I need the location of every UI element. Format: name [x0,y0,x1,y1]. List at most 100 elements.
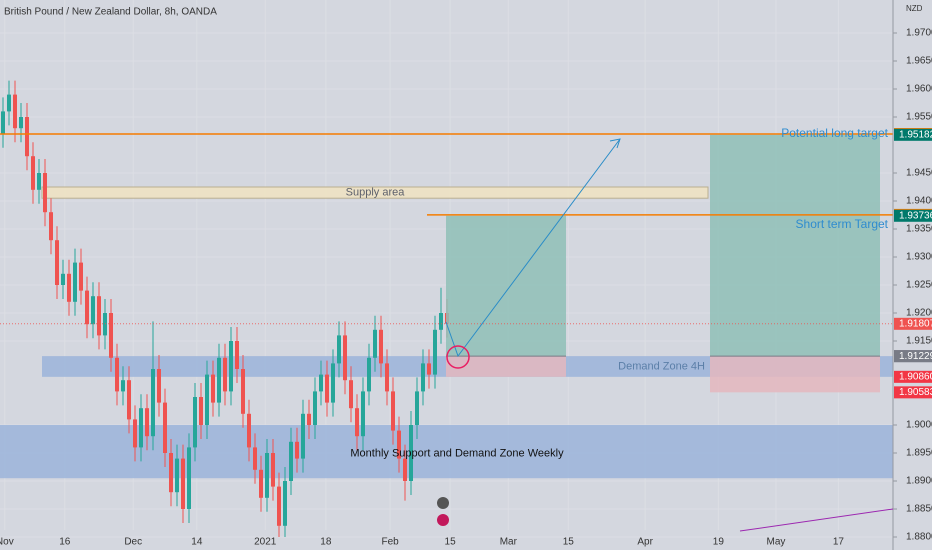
candle-body [433,329,437,375]
candle-body [241,369,245,414]
zone [41,186,709,199]
price-label-box [894,350,932,363]
annotation: Potential long target [781,126,888,140]
candle-body [415,391,419,425]
candle-body [343,335,347,381]
candle-body [73,262,77,302]
trend-line [739,508,894,532]
y-tick-label: 1.92500 [906,280,932,291]
candle-body [31,156,35,190]
candle-body [199,397,203,425]
candle-body [91,296,95,325]
event-icon[interactable] [437,514,449,526]
y-tick-label: 1.93500 [906,224,932,235]
y-tick-label: 1.89000 [906,476,932,487]
candle-body [67,273,71,302]
x-tick-label: Feb [381,537,399,548]
candle-body [331,363,335,403]
candle-body [205,374,209,425]
candle-body [391,391,395,431]
candle-body [397,430,401,459]
candle-body [319,374,323,392]
candle-body [403,458,407,481]
x-tick-label: 19 [713,537,725,548]
price-label: 1.90860 [899,371,932,382]
candles [1,80,449,537]
price-label: 1.93736 [899,210,932,221]
candle-body [19,117,23,129]
x-tick-label: 15 [445,537,457,548]
price-label: 1.95182 [899,129,932,140]
y-tick-label: 1.90000 [906,420,932,431]
candle-body [79,262,83,291]
candle-body [373,329,377,358]
candle-body [85,290,89,325]
annotation: Short term Target [796,217,889,231]
candle-body [277,486,281,526]
y-tick-label: 1.92000 [906,308,932,319]
candle-body [439,313,443,330]
candle-body [193,397,197,448]
candle-body [295,441,299,459]
candle-body [43,173,47,213]
candle-body [265,453,269,498]
candle-body [7,94,11,112]
candle-body [217,357,221,403]
candle-body [169,453,173,493]
candle-body [325,374,329,403]
y-tick-label: 1.94000 [906,196,932,207]
candle-body [361,391,365,437]
profit-zone [446,215,566,357]
profit-zone [710,134,880,357]
candle-body [307,413,311,425]
price-label: 1.91229 [899,351,932,362]
candle-body [355,408,359,437]
y-tick-label: 1.91500 [906,336,932,347]
candle-body [121,380,125,392]
price-label-box [894,209,932,222]
candle-body [271,453,275,487]
price-label: 1.91807 [899,318,932,329]
zone-label: Supply area [346,187,406,199]
candle-body [139,408,143,448]
candle-body [61,273,65,285]
loss-zone [710,356,880,393]
price-axis: 1.97000 1.96500 1.96000 1.95500 1.94500 1.940… [893,28,932,543]
zone-label: Demand Zone 4H [618,360,705,372]
candle-body [211,374,215,403]
y-tick-label: 1.88500 [906,504,932,515]
candle-body [109,313,113,358]
x-tick-label: 15 [563,537,575,548]
entry-circle [446,345,470,369]
chart-title: British Pound / New Zealand Dollar, 8h, … [4,7,217,18]
candle-body [13,94,17,129]
candle-body [421,363,425,392]
x-tick-label: Nov [0,537,14,548]
candle-body [187,447,191,509]
candle-body [145,408,149,437]
candle-body [301,413,305,459]
candle-body [157,369,161,403]
candle-body [163,402,167,453]
candle-body [1,111,5,134]
price-label: 1.90583 [899,387,932,398]
candle-body [25,117,29,157]
y-tick-label: 1.88000 [906,532,932,543]
candle-body [427,363,431,375]
arrow-head [609,138,621,149]
event-icon[interactable] [437,497,449,509]
x-tick-label: May [767,537,786,548]
candle-body [55,240,59,285]
candle-body [289,441,293,481]
price-label-box [894,317,932,330]
candle-body [175,458,179,493]
y-tick-label: 1.96000 [906,84,932,95]
y-tick-label: 1.96500 [906,56,932,67]
zone-label: Monthly Support and Demand Zone Weekly [350,448,564,460]
candle-body [133,419,137,448]
candle-body [127,380,131,420]
x-tick-label: 14 [191,537,203,548]
candle-body [235,341,239,369]
candle-body [49,212,53,241]
y-tick-label: 1.93000 [906,252,932,263]
